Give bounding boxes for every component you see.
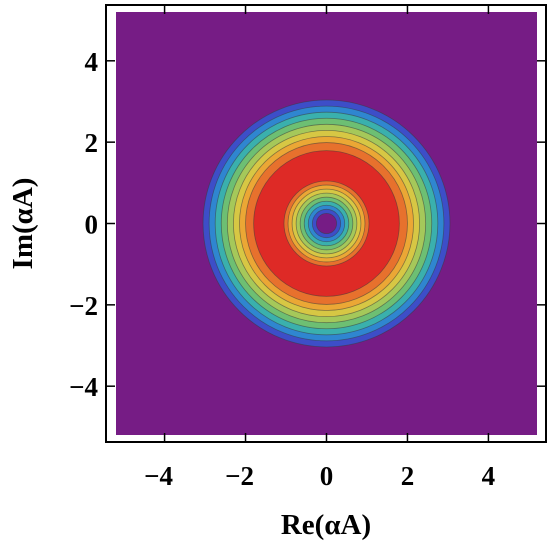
contour-ring-17 bbox=[315, 212, 338, 235]
y-tick-label: −2 bbox=[69, 291, 98, 321]
x-tick-label: 2 bbox=[401, 461, 415, 491]
x-axis-title-text: Re(αA) bbox=[281, 509, 371, 541]
plot-area bbox=[116, 12, 537, 435]
x-tick-label: −4 bbox=[144, 461, 173, 491]
x-tick-label: 0 bbox=[320, 461, 334, 491]
x-tick-label: 4 bbox=[482, 461, 496, 491]
y-axis-title-text: Im(αA) bbox=[7, 178, 39, 270]
y-axis-ticks: −4 −2 0 2 4 bbox=[69, 47, 546, 402]
y-tick-label: 4 bbox=[85, 47, 99, 77]
y-tick-label: −4 bbox=[69, 372, 98, 402]
y-tick-label: 0 bbox=[85, 210, 99, 240]
y-tick-label: 2 bbox=[85, 128, 99, 158]
x-axis-ticks: −4 −2 0 2 4 bbox=[144, 5, 495, 491]
y-axis-title: Im(αA) bbox=[7, 178, 39, 270]
contour-rings bbox=[202, 99, 451, 348]
x-axis-title: Re(αA) bbox=[281, 509, 371, 541]
x-tick-label: −2 bbox=[225, 461, 254, 491]
